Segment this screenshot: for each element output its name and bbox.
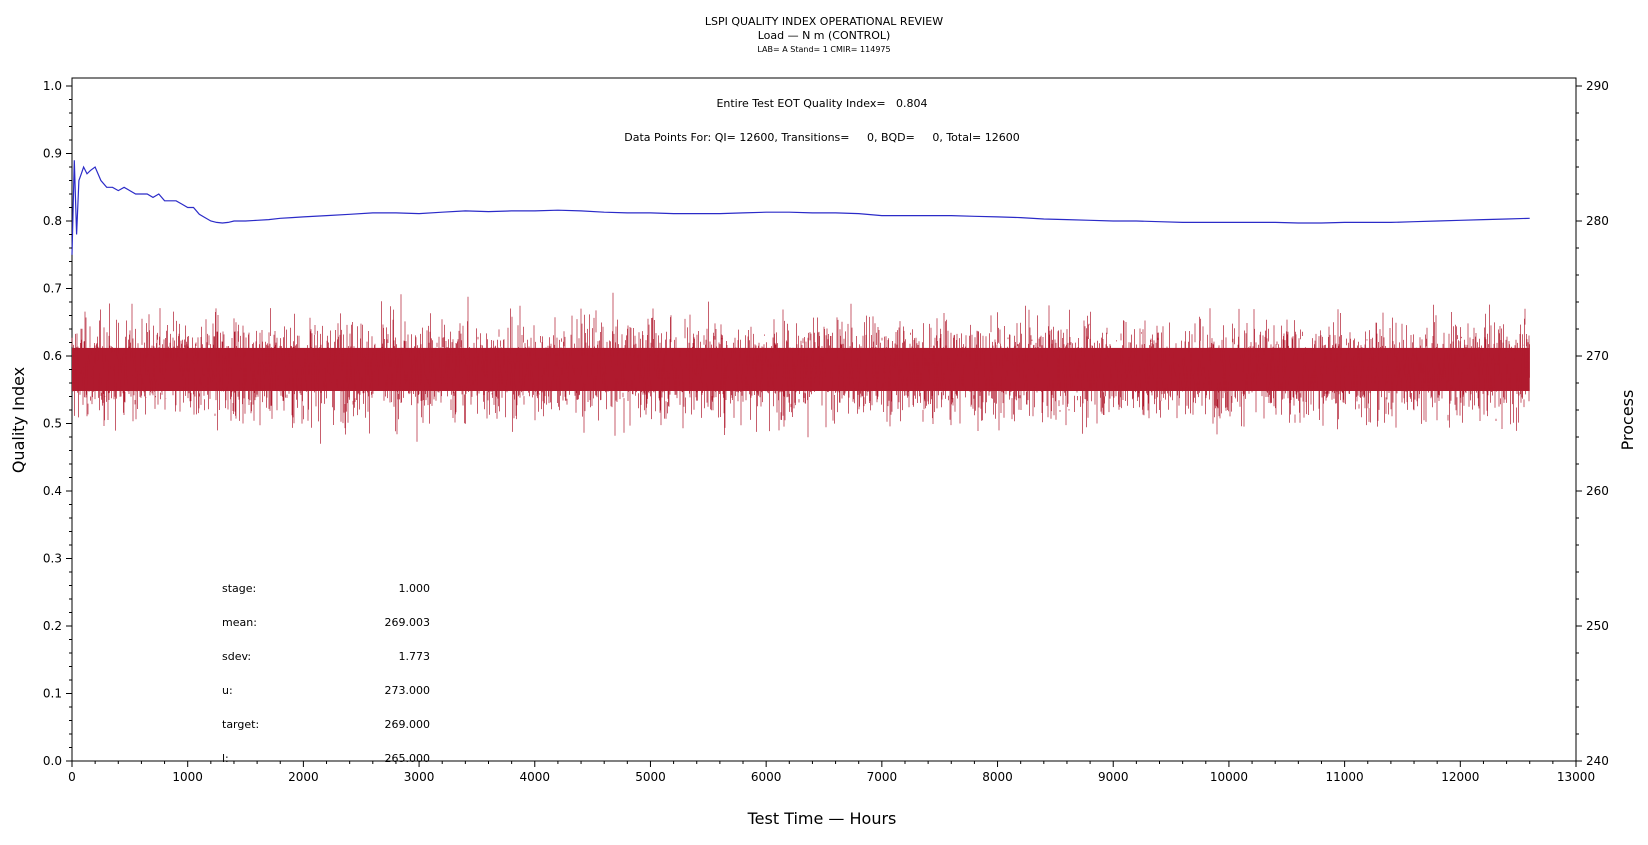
stats-value: 1.000 xyxy=(399,582,431,595)
y2-tick-label: 240 xyxy=(1586,754,1609,768)
stats-block: stage: 1.000 mean: 269.003 sdev: 1.773 u: 273.0… xyxy=(222,582,430,765)
y2-tick-label: 250 xyxy=(1586,619,1609,633)
x-tick-label: 12000 xyxy=(1441,770,1479,784)
stats-label: stage: xyxy=(222,582,256,595)
x-tick-label: 3000 xyxy=(404,770,435,784)
y2-axis-label: Process xyxy=(1618,390,1637,451)
y2-tick-label: 270 xyxy=(1586,349,1609,363)
y-tick-label: 0.4 xyxy=(43,484,62,498)
x-tick-label: 2000 xyxy=(288,770,319,784)
y-tick-label: 0.5 xyxy=(43,417,62,431)
chart-subtitle-2: LAB= A Stand= 1 CMIR= 114975 xyxy=(757,45,890,54)
chart-title: LSPI QUALITY INDEX OPERATIONAL REVIEW xyxy=(705,15,943,28)
y-tick-label: 0.8 xyxy=(43,214,62,228)
y-tick-label: 0.1 xyxy=(43,687,62,701)
x-axis: 0 1000 2000 3000 4000 5000 6000 7000 8000 9000 100… xyxy=(68,761,1595,784)
stats-label: sdev: xyxy=(222,650,251,663)
plot-frame xyxy=(71,77,1577,762)
y-tick-label: 0.9 xyxy=(43,147,62,161)
y2-tick-label: 280 xyxy=(1586,214,1609,228)
stats-value: 1.773 xyxy=(399,650,431,663)
stats-value: 273.000 xyxy=(385,684,431,697)
x-tick-label: 6000 xyxy=(751,770,782,784)
process-trace xyxy=(71,292,1530,444)
x-tick-label: 11000 xyxy=(1326,770,1364,784)
quality-index-series xyxy=(71,160,1530,255)
process-series xyxy=(71,292,1530,444)
y2-tick-label: 290 xyxy=(1586,79,1609,93)
y-tick-label: 0.3 xyxy=(43,552,62,566)
y-tick-label: 0.6 xyxy=(43,349,62,363)
y-tick-label: 0.7 xyxy=(43,282,62,296)
x-tick-label: 10000 xyxy=(1210,770,1248,784)
stats-value: 265.000 xyxy=(385,752,431,765)
y2-tick-label: 260 xyxy=(1586,484,1609,498)
y-tick-label: 1.0 xyxy=(43,79,62,93)
stats-value: 269.000 xyxy=(385,718,431,731)
plot-area xyxy=(71,77,1577,762)
x-tick-label: 13000 xyxy=(1557,770,1595,784)
stats-label: mean: xyxy=(222,616,257,629)
x-tick-label: 4000 xyxy=(519,770,550,784)
chart-subtitle: Load — N m (CONTROL) xyxy=(758,29,891,42)
x-tick-label: 0 xyxy=(68,770,76,784)
x-tick-label: 9000 xyxy=(1098,770,1129,784)
x-tick-label: 8000 xyxy=(982,770,1013,784)
data-points-annotation: Data Points For: QI= 12600, Transitions=… xyxy=(624,131,1019,144)
y-axis-label: Quality Index xyxy=(9,367,28,473)
y-tick-label: 0.0 xyxy=(43,754,62,768)
stats-value: 269.003 xyxy=(385,616,431,629)
x-tick-label: 1000 xyxy=(172,770,203,784)
stats-label: u: xyxy=(222,684,233,697)
x-axis-label: Test Time — Hours xyxy=(747,809,897,828)
y-axis-left: 0.0 0.1 0.2 0.3 0.4 0.5 0.6 0.7 0.8 0.9 1.0 xyxy=(43,79,72,768)
y-axis-right: 240 250 260 270 280 290 xyxy=(1576,79,1609,768)
x-tick-label: 5000 xyxy=(635,770,666,784)
stats-label: target: xyxy=(222,718,259,731)
x-tick-label: 7000 xyxy=(867,770,898,784)
stats-label: l: xyxy=(222,752,229,765)
eot-quality-annotation: Entire Test EOT Quality Index= 0.804 xyxy=(716,97,927,110)
y-tick-label: 0.2 xyxy=(43,619,62,633)
